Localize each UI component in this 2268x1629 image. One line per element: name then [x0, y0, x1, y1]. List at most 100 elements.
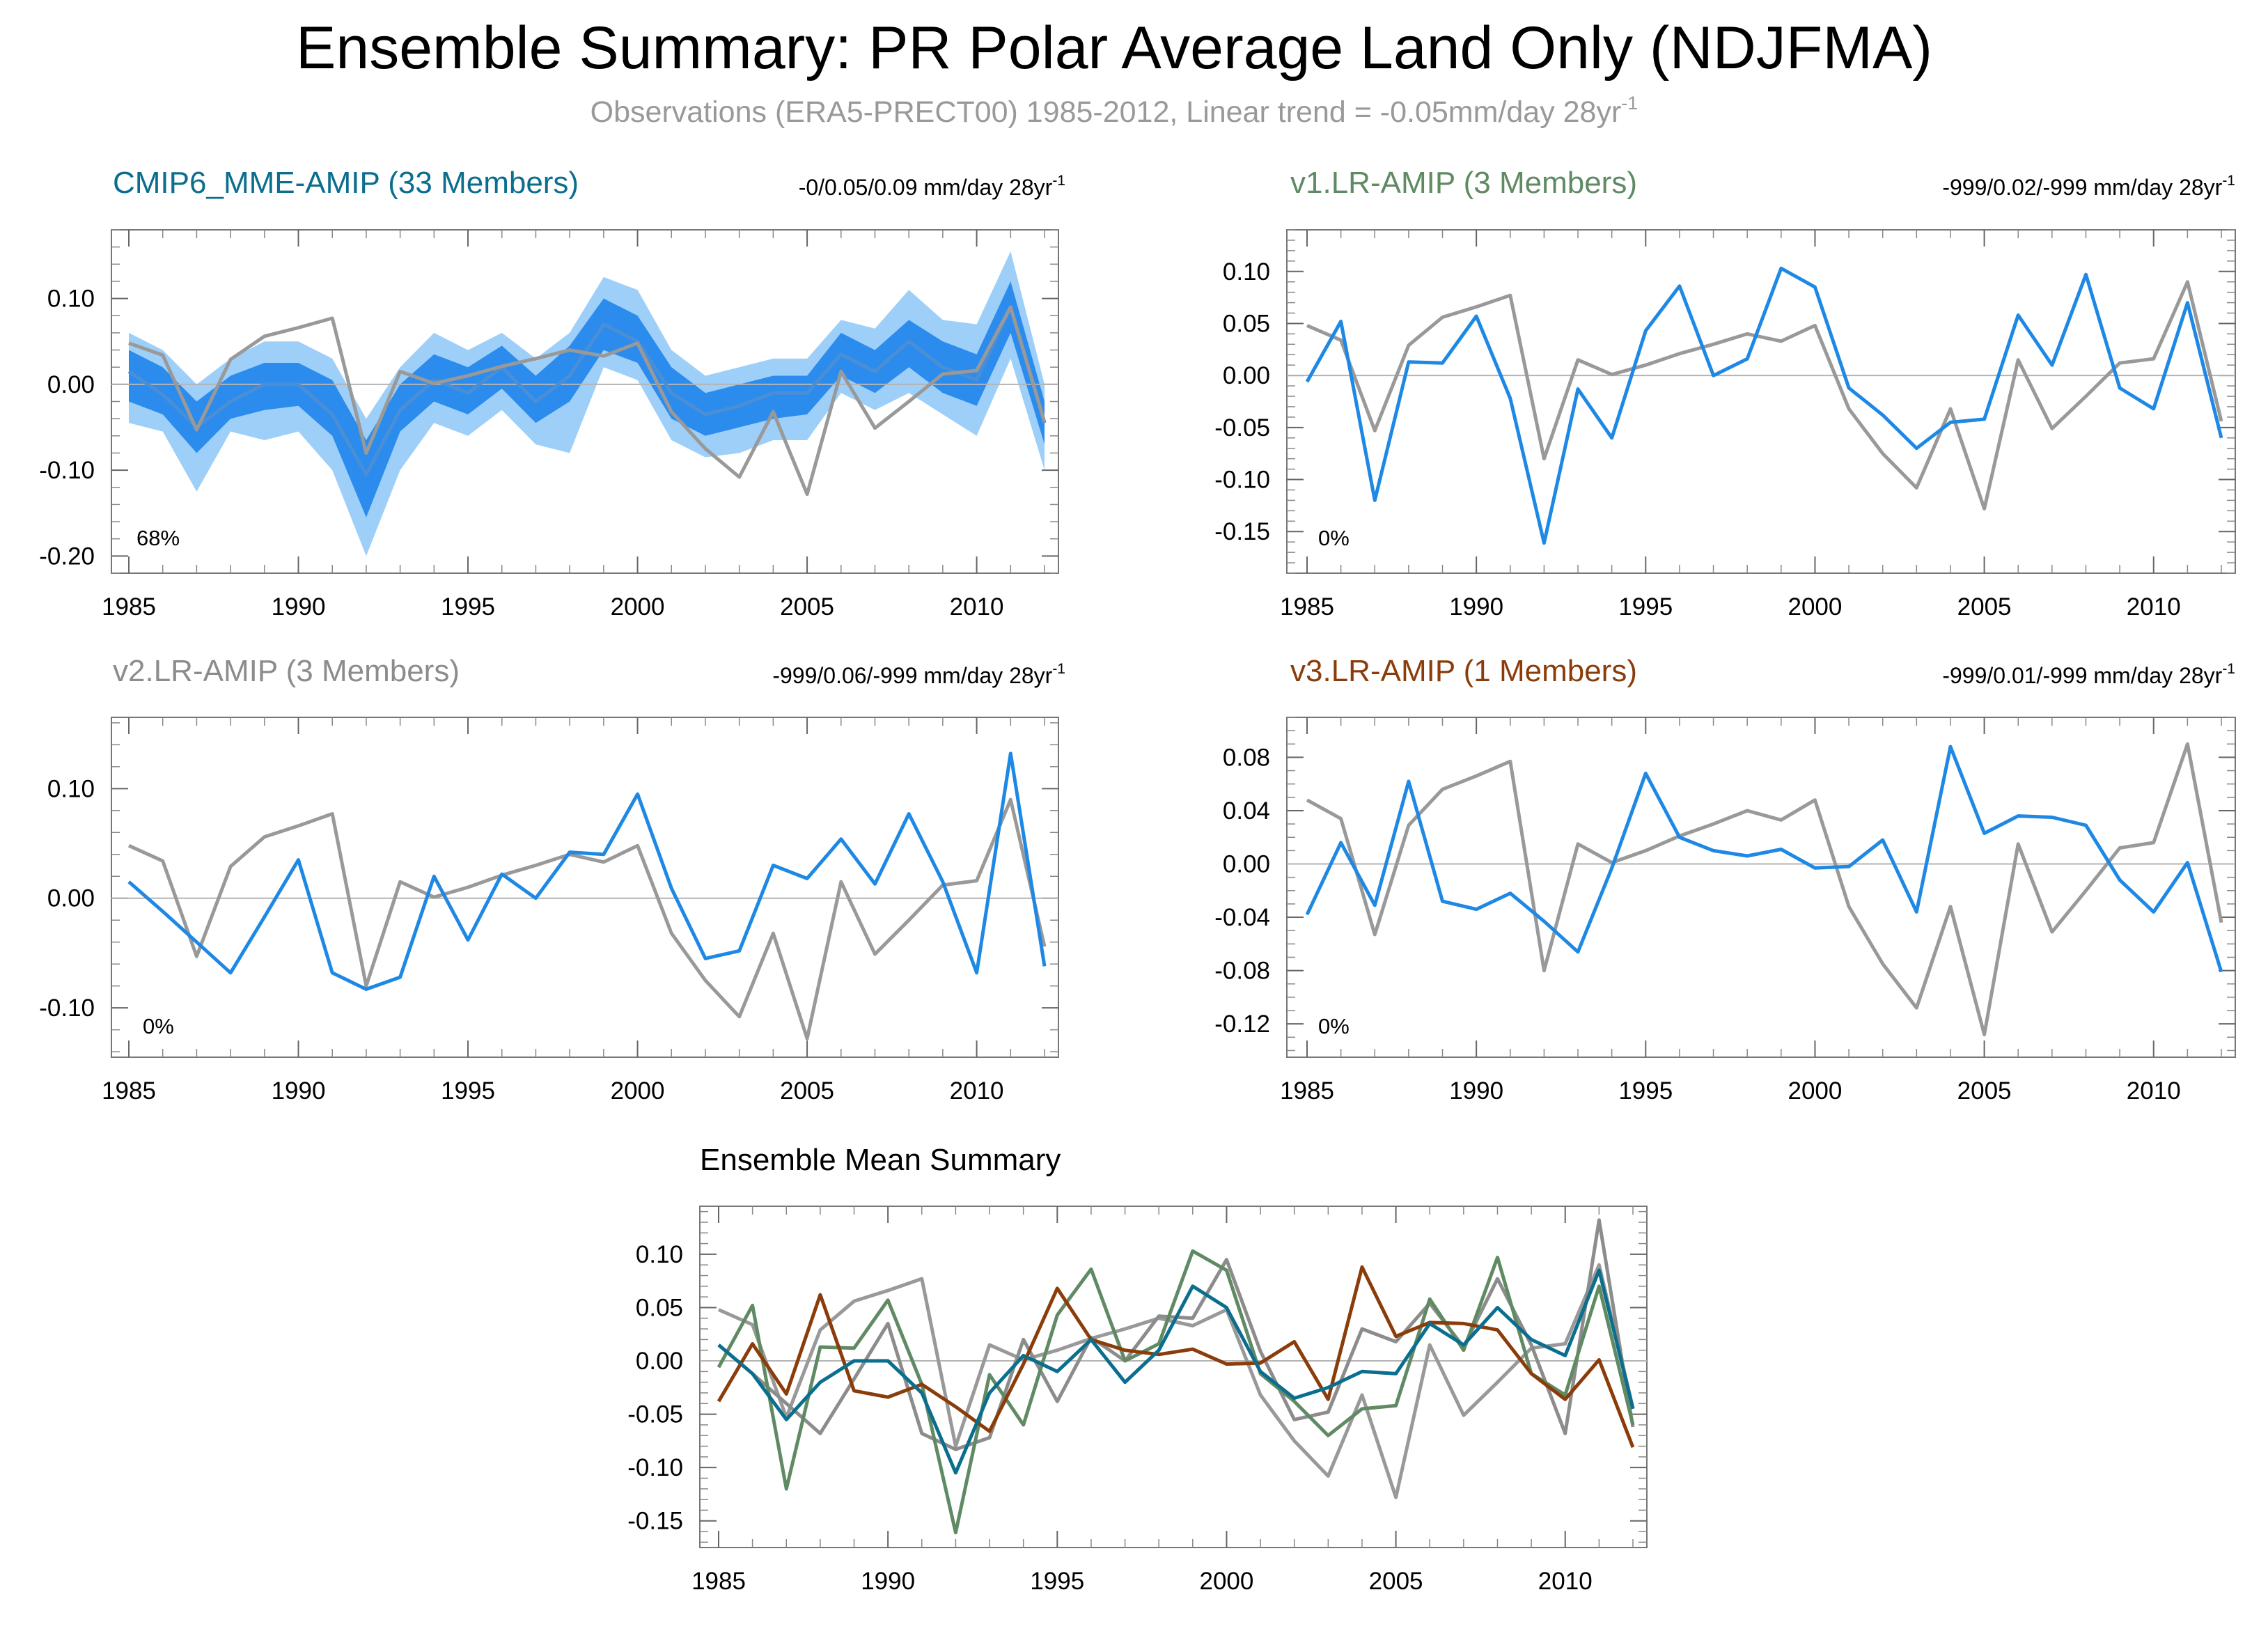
- panel-v3-xtick-label: 1990: [1449, 1077, 1503, 1105]
- panel-cmip-ensemble-mean-line: [127, 305, 1047, 476]
- panel-v1-xtick-label: 2000: [1788, 593, 1843, 621]
- panel-v1-xtick-label: 1990: [1449, 593, 1503, 621]
- panel-v2-xtick-label: 1985: [102, 1077, 156, 1105]
- panel-v2-xtick-label: 1995: [441, 1077, 495, 1105]
- panel-cmip-trend-text: -0/0.05/0.09 mm/day 28yr: [799, 175, 1053, 200]
- panel-v1-title: v1.LR-AMIP (3 Members): [1290, 166, 1637, 200]
- panel-cmip-xtick-label: 1995: [441, 593, 495, 621]
- panel-v3-title: v3.LR-AMIP (1 Members): [1290, 654, 1637, 688]
- panel-v1-ytick-label: 0.10: [1223, 258, 1270, 286]
- panel-v1-trend: -999/0.02/-999 mm/day 28yr-1: [1942, 173, 2235, 200]
- panel-v2-trend-sup: -1: [1052, 661, 1065, 677]
- panel-mean-ytick-label: -0.05: [627, 1401, 683, 1428]
- panel-v2-trend-text: -999/0.06/-999 mm/day 28yr: [772, 663, 1052, 688]
- panel-v1-ytick-label: -0.10: [1214, 467, 1270, 494]
- panel-cmip-xtick-label: 2010: [950, 593, 1004, 621]
- panel-v2-ytick-label: 0.00: [47, 885, 95, 912]
- panel-mean-title: Ensemble Mean Summary: [700, 1143, 1061, 1177]
- panel-mean-ytick-label: 0.00: [636, 1348, 683, 1375]
- panel-v3: v3.LR-AMIP (1 Members) -999/0.01/-999 mm…: [1214, 654, 2236, 1105]
- panel-v1-ytick-label: 0.00: [1223, 362, 1270, 389]
- panel-cmip-ytick-label: 0.00: [47, 371, 95, 398]
- panel-mean-plot: 1985 1990 1995 2000 2005 2010 0.10 0.05 0.00 -0.0…: [627, 1206, 1647, 1595]
- panel-v3-xtick-label: 1995: [1618, 1077, 1673, 1105]
- panel-cmip-title: CMIP6_MME-AMIP (33 Members): [113, 166, 579, 200]
- panel-v2-ytick-label: 0.10: [47, 775, 95, 802]
- panel-cmip-observations-line: [128, 305, 1047, 497]
- panel-v3-ytick-label: -0.08: [1214, 958, 1270, 985]
- panel-v1-observations-line: [1306, 280, 2223, 510]
- panel-cmip-percent: 68%: [136, 526, 180, 550]
- panel-v3-model-line: [1305, 745, 2223, 973]
- panel-cmip-trend-sup: -1: [1052, 173, 1065, 189]
- panel-v1-percent: 0%: [1318, 526, 1350, 550]
- panel-v1-ytick-label: -0.15: [1214, 518, 1270, 545]
- panel-mean-frame: [699, 1206, 1648, 1548]
- panel-v3-trend-text: -999/0.01/-999 mm/day 28yr: [1942, 663, 2222, 688]
- panel-v3-xtick-label: 2005: [1957, 1077, 2012, 1105]
- figure-subtitle: Observations (ERA5-PRECT00) 1985-2012, L…: [591, 93, 1639, 129]
- figure-title: Ensemble Summary: PR Polar Average Land …: [296, 15, 1932, 81]
- panel-cmip-xtick-label: 1985: [102, 593, 156, 621]
- panel-v3-trend-sup: -1: [2222, 661, 2235, 677]
- panel-v3-xtick-label: 2010: [2127, 1077, 2181, 1105]
- panel-v2: v2.LR-AMIP (3 Members) -999/0.06/-999 mm…: [39, 654, 1065, 1105]
- panel-v3-observations-line: [1306, 742, 2223, 1036]
- panel-v1-ytick-label: 0.05: [1223, 310, 1270, 337]
- panel-v2-xtick-label: 2005: [780, 1077, 834, 1105]
- panel-v1-xtick-label: 2010: [2127, 593, 2181, 621]
- figure-subtitle-sup: -1: [1621, 93, 1638, 114]
- panel-mean-series-v1-lr-amip-line: [717, 1249, 1635, 1535]
- panel-cmip: CMIP6_MME-AMIP (33 Members) -0/0.05/0.09…: [39, 166, 1065, 621]
- panel-v2-title: v2.LR-AMIP (3 Members): [113, 654, 460, 688]
- panel-v2-trend: -999/0.06/-999 mm/day 28yr-1: [772, 661, 1065, 688]
- panel-v1-ytick-label: -0.05: [1214, 414, 1270, 442]
- panel-v1-xtick-label: 1985: [1280, 593, 1334, 621]
- panel-cmip-ytick-label: 0.10: [47, 286, 95, 313]
- panel-v1: v1.LR-AMIP (3 Members) -999/0.02/-999 mm…: [1214, 166, 2236, 621]
- panel-mean-xtick-label: 2010: [1538, 1568, 1593, 1595]
- panel-cmip-ytick-label: -0.10: [39, 457, 95, 484]
- panel-mean-xtick-label: 1985: [691, 1568, 746, 1595]
- panel-mean-ytick-label: 0.05: [636, 1294, 683, 1321]
- panel-v3-ytick-label: -0.04: [1214, 904, 1270, 931]
- panel-cmip-trend: -0/0.05/0.09 mm/day 28yr-1: [799, 173, 1065, 200]
- panel-v1-xtick-label: 2005: [1957, 593, 2012, 621]
- panel-v3-ytick-label: -0.12: [1214, 1011, 1270, 1038]
- panel-v3-percent: 0%: [1318, 1014, 1350, 1038]
- panel-mean-xtick-label: 2000: [1200, 1568, 1254, 1595]
- panel-v2-ytick-label: -0.10: [39, 995, 95, 1022]
- figure-subtitle-text: Observations (ERA5-PRECT00) 1985-2012, L…: [591, 95, 1622, 129]
- panel-v3-ytick-label: 0.08: [1223, 744, 1270, 771]
- panel-v2-xtick-label: 2000: [611, 1077, 665, 1105]
- panel-v2-xtick-label: 2010: [950, 1077, 1004, 1105]
- panel-v1-model-line: [1305, 266, 2223, 545]
- panel-mean-series-cmip6-mme-amip-line: [717, 1268, 1635, 1475]
- panel-v2-model-line: [127, 751, 1047, 991]
- panel-mean-ytick-label: 0.10: [636, 1241, 683, 1268]
- panel-mean-xtick-label: 1990: [861, 1568, 915, 1595]
- panel-cmip-xtick-label: 2005: [780, 593, 834, 621]
- panel-cmip-xtick-label: 2000: [611, 593, 665, 621]
- panel-v3-ytick-label: 0.04: [1223, 797, 1270, 825]
- panel-mean-ytick-label: -0.10: [627, 1454, 683, 1481]
- panel-v3-xtick-label: 2000: [1788, 1077, 1843, 1105]
- panel-cmip-xtick-label: 1990: [272, 593, 326, 621]
- panel-mean-xtick-label: 2005: [1369, 1568, 1423, 1595]
- panel-v3-ytick-label: 0.00: [1223, 851, 1270, 878]
- panel-v3-plot: 1985 1990 1995 2000 2005 2010 0.08 0.04 0.00 -0.0…: [1214, 717, 2235, 1105]
- panel-v3-frame: [1286, 717, 2236, 1058]
- panel-v1-trend-text: -999/0.02/-999 mm/day 28yr: [1942, 175, 2222, 200]
- panel-v2-xtick-label: 1990: [272, 1077, 326, 1105]
- panel-v2-plot: 1985 1990 1995 2000 2005 2010 0.10 0.00 -0.10: [39, 717, 1058, 1105]
- panel-mean: Ensemble Mean Summary 1985 1990 1995 2000 20…: [627, 1143, 1648, 1595]
- panel-v2-observations-line: [127, 797, 1047, 1040]
- panel-v2-frame: [111, 717, 1059, 1058]
- panel-v2-percent: 0%: [143, 1014, 174, 1038]
- panel-cmip-ytick-label: -0.20: [39, 543, 95, 570]
- panel-v1-xtick-label: 1995: [1618, 593, 1673, 621]
- panel-mean-ytick-label: -0.15: [627, 1508, 683, 1535]
- panel-mean-series-observations-line: [717, 1263, 1635, 1499]
